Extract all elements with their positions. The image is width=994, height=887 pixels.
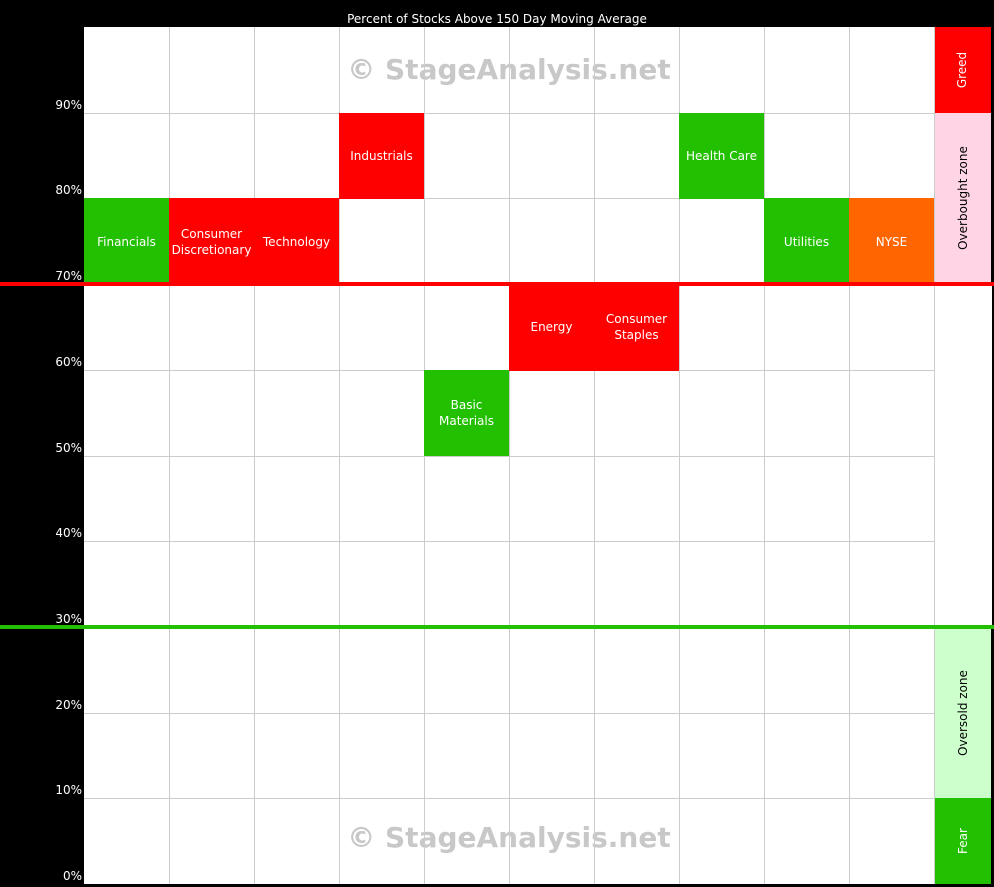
sector-cell: Consumer Staples [594,284,679,371]
sector-label: Health Care [685,149,757,164]
y-tick-label: 70% [55,269,82,284]
grid-line-horizontal [84,198,934,199]
y-tick-label: 20% [55,697,82,712]
grid-line-vertical [764,27,765,884]
sector-cell: NYSE [849,198,934,286]
sector-label: Utilities [783,234,830,249]
zone-label: Oversold zone [955,669,970,756]
grid-line-horizontal [84,541,934,542]
chart-title: Percent of Stocks Above 150 Day Moving A… [347,12,647,26]
y-tick-label: 30% [55,611,82,626]
watermark: © StageAnalysis.net [347,821,671,854]
grid-line-vertical [594,27,595,884]
sector-cell: Industrials [339,112,424,200]
sector-cell: Basic Materials [424,369,509,457]
sector-cell: Technology [254,198,339,286]
grid-line-vertical [339,27,340,884]
grid-line-horizontal [84,713,934,714]
y-tick-label: 80% [55,183,82,198]
grid-line-vertical [934,27,935,884]
threshold-line [0,282,994,287]
sector-label: Technology [262,234,331,249]
grid-line-vertical [509,27,510,884]
y-tick-label: 50% [55,440,82,455]
zone-overbought-zone: Overbought zone [934,112,991,285]
sector-label: Consumer Staples [605,312,668,343]
threshold-line [0,624,994,629]
zone-greed: Greed [934,27,991,113]
zone-oversold-zone: Oversold zone [934,626,991,799]
sector-label: Financials [97,234,156,249]
plot-area: © StageAnalysis.net © StageAnalysis.net … [84,27,992,884]
y-tick-label: 0% [62,869,82,883]
grid-line-horizontal [84,798,934,799]
zone-fear: Fear [934,798,991,884]
sector-cell: Health Care [679,112,764,200]
sector-cell: Financials [84,198,169,286]
sector-label: Basic Materials [438,398,494,429]
zone-label: Overbought zone [955,146,970,251]
y-tick-label: 90% [55,97,82,112]
grid-line-vertical [169,27,170,884]
grid-line-vertical [849,27,850,884]
grid-line-vertical [254,27,255,884]
grid-line-horizontal [84,113,934,114]
sector-cell: Consumer Discretionary [169,198,254,286]
sector-label: Energy [530,320,573,335]
sector-cell: Utilities [764,198,849,286]
sector-label: Industrials [350,149,413,164]
y-tick-label: 10% [55,783,82,798]
zone-label: Fear [955,828,970,855]
y-tick-label: 40% [55,526,82,541]
y-tick-label: 60% [55,354,82,369]
grid-line-vertical [679,27,680,884]
sector-cell: Energy [509,284,594,371]
zone-neutral [934,284,992,627]
zone-label: Greed [955,51,970,89]
sector-label: NYSE [875,234,908,249]
sector-label: Consumer Discretionary [171,226,252,257]
watermark: © StageAnalysis.net [347,53,671,86]
grid-line-horizontal [84,456,934,457]
